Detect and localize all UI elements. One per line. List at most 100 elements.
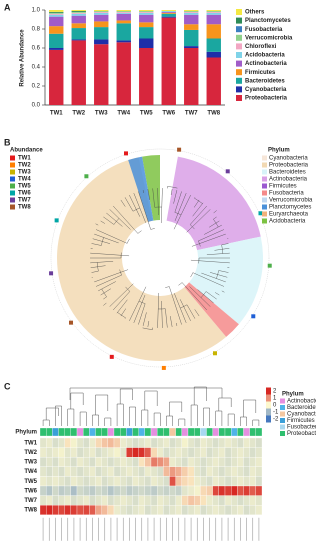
- heatmap-cell: [132, 437, 139, 448]
- heatmap-cell: [187, 447, 195, 458]
- bar-segment: [139, 48, 154, 105]
- heatmap-cell: [243, 485, 250, 496]
- heatmap-cell: [83, 437, 90, 448]
- bar-segment: [49, 11, 64, 13]
- bar-segment: [206, 51, 221, 58]
- abundance-marker: [124, 151, 129, 156]
- heatmap-cell: [83, 466, 90, 477]
- heatmap-cell: [126, 476, 133, 487]
- phylum-cell: [89, 427, 96, 437]
- y-tick-label: 0.6: [32, 46, 41, 52]
- heatmap-cell: [181, 505, 189, 515]
- color-scale-step: [266, 415, 271, 423]
- color-scale-step: [266, 387, 271, 395]
- legend-label: Bacteroidetes: [287, 405, 316, 411]
- legend-label: Fusobacteria: [287, 425, 316, 431]
- legend-swatch: [236, 95, 242, 101]
- heatmap-cell: [237, 505, 244, 515]
- heatmap-cell: [39, 447, 47, 458]
- tree-branch: [95, 274, 122, 287]
- bar-segment: [94, 14, 109, 22]
- heatmap-cell: [76, 495, 84, 506]
- tree-branch: [190, 259, 230, 264]
- heatmap-cell: [70, 466, 78, 477]
- bar-segment: [49, 13, 64, 15]
- bar-segment: [161, 17, 176, 106]
- heatmap-cell: [126, 457, 133, 467]
- heatmap-cell: [39, 476, 47, 487]
- tree-branch: [124, 197, 134, 212]
- heatmap-cell: [132, 505, 139, 515]
- heatmap-cell: [89, 447, 96, 458]
- tree-branch: [133, 193, 146, 223]
- heatmap-cell: [218, 437, 226, 448]
- heatmap-cell: [181, 495, 189, 506]
- legend-swatch: [10, 197, 15, 203]
- heatmap-cell: [58, 466, 65, 477]
- heatmap-cell: [132, 476, 139, 487]
- tree-branch: [174, 193, 187, 221]
- legend-label: Proteobacteria: [245, 96, 288, 102]
- abundance-marker: [161, 365, 166, 370]
- tree-branch: [147, 189, 150, 200]
- tree-branch: [197, 289, 214, 304]
- heatmap-cell: [237, 495, 244, 506]
- dendrogram-branch: [218, 397, 232, 411]
- heatmap-cell: [181, 457, 189, 467]
- tree-branch: [90, 261, 114, 264]
- heatmap-cell: [70, 437, 78, 448]
- heatmap-cell: [126, 505, 133, 515]
- heatmap-cell: [101, 447, 108, 458]
- phylogenetic-tree: [49, 147, 272, 370]
- dendrogram-branch: [104, 417, 112, 426]
- x-tick-label: TW4: [117, 111, 130, 117]
- bar-segment: [71, 15, 86, 24]
- heatmap-cell: [144, 495, 152, 506]
- heatmap-cell: [237, 466, 244, 477]
- tree-branch: [94, 233, 119, 244]
- heatmap-cell: [70, 457, 78, 467]
- heatmap-cell: [243, 466, 250, 477]
- x-tick-label: TW7: [185, 111, 198, 117]
- heatmap-cell: [101, 466, 108, 477]
- abundance-marker: [69, 320, 74, 325]
- panel-label: C: [4, 381, 11, 391]
- heatmap-cell: [249, 457, 256, 467]
- bar-segment: [49, 49, 64, 105]
- bar-segment: [206, 12, 221, 15]
- heatmap-cell: [107, 457, 115, 467]
- heatmap-cell: [150, 447, 158, 458]
- heatmap-cell: [212, 457, 219, 467]
- heatmap-cell: [138, 505, 145, 515]
- bar-segment: [184, 10, 199, 12]
- bar-segment: [49, 14, 64, 17]
- heatmap-cell: [150, 495, 158, 506]
- tree-branch: [198, 229, 225, 242]
- legend-label: Chloroflexi: [245, 44, 277, 50]
- heatmap-cell: [231, 447, 238, 458]
- heatmap-cell: [64, 476, 71, 487]
- bar-segment: [139, 27, 154, 39]
- heatmap-cell: [231, 495, 238, 506]
- heatmap-cell: [52, 457, 59, 467]
- heatmap-cell: [200, 447, 207, 458]
- heatmap-cell: [150, 476, 158, 487]
- tree-branch: [113, 205, 139, 234]
- bar-segment: [116, 40, 131, 43]
- heatmap-cell: [76, 476, 84, 487]
- color-scale-label: -1: [273, 410, 279, 416]
- bar-segment: [49, 10, 64, 12]
- heatmap-cell: [231, 437, 238, 448]
- tree-branch: [152, 188, 155, 208]
- heatmap-cell: [107, 447, 115, 458]
- heatmap-cell: [243, 495, 250, 506]
- tree-branch: [90, 252, 130, 257]
- tree-branch: [120, 199, 126, 207]
- bar-segment: [49, 26, 64, 34]
- phylum-cell: [237, 427, 244, 437]
- bar-segment: [184, 29, 199, 47]
- tree-branch: [161, 300, 163, 328]
- legend-swatch: [236, 43, 242, 50]
- bar-segment: [184, 48, 199, 105]
